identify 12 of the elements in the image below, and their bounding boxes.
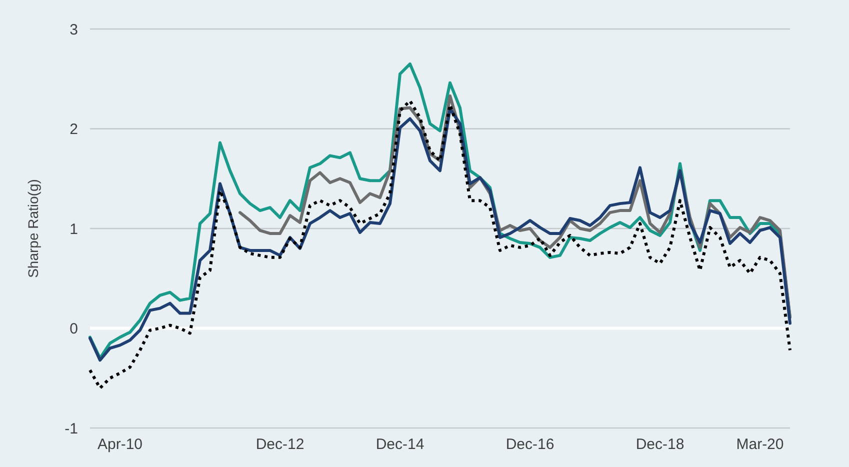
x-tick-label: Dec-14	[376, 436, 424, 453]
y-tick-label: 1	[70, 220, 78, 238]
y-tick-label: 0	[70, 320, 78, 338]
x-tick-label: Dec-16	[506, 436, 554, 453]
x-tick-label: Dec-18	[636, 436, 684, 453]
x-tick-label: Dec-12	[256, 436, 304, 453]
y-tick-label: 3	[70, 21, 78, 38]
y-tick-label: -1	[64, 420, 78, 438]
x-tick-label: Apr-10	[97, 436, 143, 453]
y-tick-label: 2	[70, 121, 78, 138]
x-tick-label: Mar-20	[736, 436, 784, 453]
y-axis-title: Sharpe Ratio(g)	[25, 179, 41, 278]
